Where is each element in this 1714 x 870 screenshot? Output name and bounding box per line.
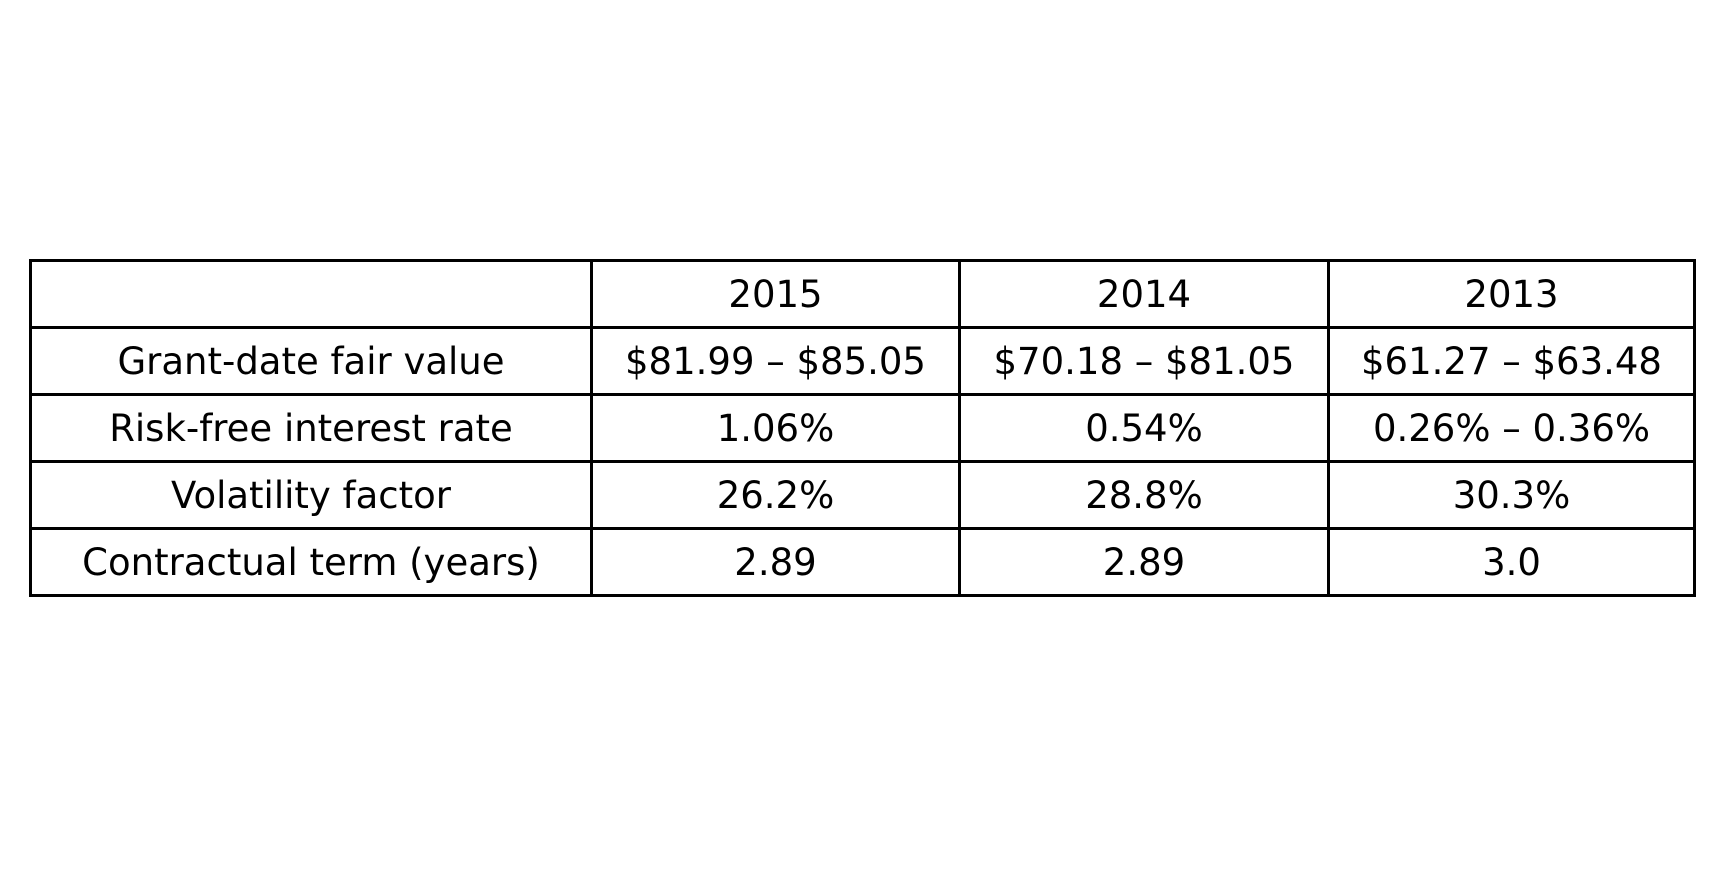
row-label: Contractual term (years)	[29, 527, 593, 597]
table-header-row: 2015 2014 2013	[29, 259, 1696, 329]
table-cell: 28.8%	[958, 460, 1330, 530]
table-row: Volatility factor 26.2% 28.8% 30.3%	[29, 460, 1696, 530]
table-cell: 2.89	[958, 527, 1330, 597]
assumptions-table-container: 2015 2014 2013 Grant-date fair value $81…	[29, 259, 1696, 597]
table-cell: 0.26% – 0.36%	[1327, 393, 1696, 463]
table-row: Risk-free interest rate 1.06% 0.54% 0.26…	[29, 393, 1696, 463]
row-label: Volatility factor	[29, 460, 593, 530]
table-cell: $61.27 – $63.48	[1327, 326, 1696, 396]
table-cell: 26.2%	[590, 460, 961, 530]
table-row: Grant-date fair value $81.99 – $85.05 $7…	[29, 326, 1696, 396]
table-cell: 30.3%	[1327, 460, 1696, 530]
table-cell: 1.06%	[590, 393, 961, 463]
header-cell-year: 2013	[1327, 259, 1696, 329]
header-cell-year: 2015	[590, 259, 961, 329]
header-cell-empty	[29, 259, 593, 329]
row-label: Risk-free interest rate	[29, 393, 593, 463]
table-cell: $70.18 – $81.05	[958, 326, 1330, 396]
table-row: Contractual term (years) 2.89 2.89 3.0	[29, 527, 1696, 597]
assumptions-table: 2015 2014 2013 Grant-date fair value $81…	[29, 259, 1696, 597]
table-cell: 0.54%	[958, 393, 1330, 463]
row-label: Grant-date fair value	[29, 326, 593, 396]
table-cell: $81.99 – $85.05	[590, 326, 961, 396]
table-cell: 3.0	[1327, 527, 1696, 597]
header-cell-year: 2014	[958, 259, 1330, 329]
table-cell: 2.89	[590, 527, 961, 597]
